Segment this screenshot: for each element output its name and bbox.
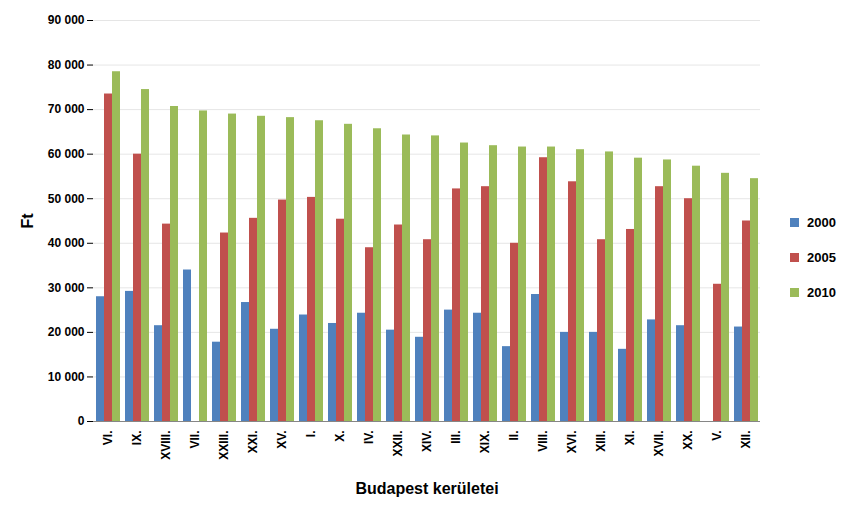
svg-text:80 000: 80 000 <box>48 58 85 72</box>
svg-text:10 000: 10 000 <box>48 370 85 384</box>
svg-text:XVIII.: XVIII. <box>159 431 173 460</box>
svg-text:IV.: IV. <box>362 431 376 445</box>
svg-text:XV.: XV. <box>275 431 289 449</box>
svg-text:60 000: 60 000 <box>48 147 85 161</box>
svg-text:Ft: Ft <box>19 213 36 229</box>
svg-text:XX.: XX. <box>681 431 695 450</box>
svg-text:0: 0 <box>78 414 85 428</box>
html-text:2000: 2000 <box>807 215 836 230</box>
svg-text:XVII.: XVII. <box>652 431 666 457</box>
svg-text:40 000: 40 000 <box>48 236 85 250</box>
svg-text:XXIII.: XXIII. <box>217 431 231 460</box>
svg-text:III.: III. <box>449 431 463 444</box>
svg-text:XIV.: XIV. <box>420 431 434 453</box>
svg-text:90 000: 90 000 <box>48 13 85 27</box>
svg-text:XVI.: XVI. <box>565 431 579 454</box>
svg-text:70 000: 70 000 <box>48 102 85 116</box>
svg-text:XII.: XII. <box>739 431 753 449</box>
svg-text:I.: I. <box>304 431 318 438</box>
svg-text:Budapest kerületei: Budapest kerületei <box>355 480 498 497</box>
svg-text:XIII.: XIII. <box>594 431 608 452</box>
html-text:2005: 2005 <box>807 250 836 265</box>
svg-text:IX.: IX. <box>130 431 144 446</box>
svg-text:XI.: XI. <box>623 431 637 446</box>
svg-text:50 000: 50 000 <box>48 192 85 206</box>
svg-text:V.: V. <box>710 431 724 441</box>
svg-text:20 000: 20 000 <box>48 325 85 339</box>
svg-text:VII.: VII. <box>188 431 202 449</box>
svg-text:XXII.: XXII. <box>391 431 405 457</box>
svg-text:VI.: VI. <box>101 431 115 446</box>
svg-text:XXI.: XXI. <box>246 431 260 454</box>
html-text:2010: 2010 <box>807 285 836 300</box>
svg-text:VIII.: VIII. <box>536 431 550 452</box>
svg-text:30 000: 30 000 <box>48 281 85 295</box>
svg-text:X.: X. <box>333 431 347 442</box>
svg-text:II.: II. <box>507 431 521 441</box>
svg-text:XIX.: XIX. <box>478 431 492 454</box>
